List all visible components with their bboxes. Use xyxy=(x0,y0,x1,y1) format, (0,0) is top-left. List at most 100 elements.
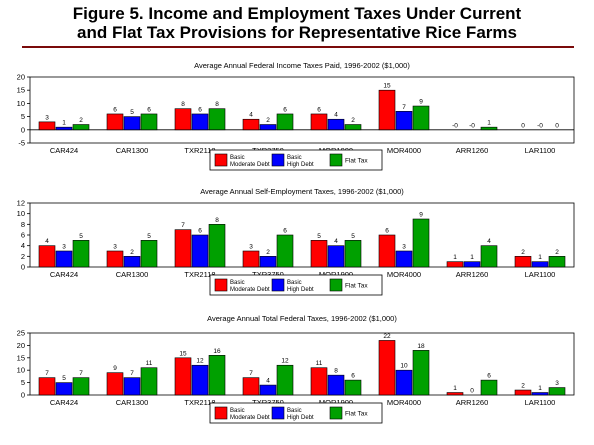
figure-title-line-2: and Flat Tax Provisions for Representati… xyxy=(77,23,517,42)
bar xyxy=(140,240,158,268)
bar xyxy=(140,113,158,131)
data-label: 10 xyxy=(400,363,408,370)
bar xyxy=(191,364,209,396)
category-label: CAR424 xyxy=(50,146,78,155)
data-label: 6 xyxy=(198,106,202,113)
category-label: TXR3750 xyxy=(252,398,284,407)
data-label: 0 xyxy=(555,122,559,129)
bar xyxy=(38,245,56,268)
bar xyxy=(276,364,294,396)
plot-frame xyxy=(29,332,575,396)
bar xyxy=(327,374,345,396)
y-tick-label: 15 xyxy=(17,86,25,95)
bar xyxy=(174,357,192,396)
data-label: 4 xyxy=(334,112,338,119)
y-tick-label: 10 xyxy=(17,99,25,108)
data-label: 22 xyxy=(383,333,391,340)
bar xyxy=(310,240,328,268)
legend-swatch xyxy=(329,406,343,420)
bar xyxy=(242,250,260,268)
legend: Basic Moderate Debt Basic High Debt Flat Tax xyxy=(209,402,383,424)
bar xyxy=(531,392,549,396)
y-tick-label: 8 xyxy=(21,220,25,229)
data-label: 1 xyxy=(62,120,66,127)
data-label: 6 xyxy=(283,228,287,235)
bar xyxy=(412,218,430,268)
data-label: 16 xyxy=(213,348,221,355)
y-tick-label: 25 xyxy=(17,329,25,338)
category-label: MOR1900 xyxy=(319,398,353,407)
y-tick-label: 0 xyxy=(21,125,25,134)
data-label: 2 xyxy=(266,249,270,256)
y-tick-label: 20 xyxy=(17,73,25,82)
bar xyxy=(276,234,294,268)
data-label: 5 xyxy=(79,233,83,240)
bar xyxy=(259,256,277,268)
chart-1: Average Annual Federal Income Taxes Paid… xyxy=(17,61,575,171)
data-label: 5 xyxy=(351,233,355,240)
legend-swatch xyxy=(329,153,343,167)
bar xyxy=(106,372,124,396)
data-label: -0 xyxy=(452,122,458,129)
data-label: 7 xyxy=(181,222,185,229)
data-label: 6 xyxy=(351,373,355,380)
data-label: 7 xyxy=(79,370,83,377)
legend-swatch xyxy=(214,153,228,167)
data-label: 8 xyxy=(334,368,338,375)
bar xyxy=(55,126,73,131)
bar xyxy=(242,377,260,396)
y-tick-label: 5 xyxy=(21,378,25,387)
bar xyxy=(106,113,124,131)
bar xyxy=(480,379,498,396)
data-label: 6 xyxy=(147,106,151,113)
y-tick-label: 0 xyxy=(21,263,25,272)
figure-title-line-1: Figure 5. Income and Employment Taxes Un… xyxy=(72,4,522,23)
bar xyxy=(395,369,413,396)
bar xyxy=(548,387,566,396)
data-label: 3 xyxy=(113,244,117,251)
category-label: CAR424 xyxy=(50,270,78,279)
legend-swatch xyxy=(271,406,285,420)
category-label: CAR1300 xyxy=(116,270,149,279)
data-label: 15 xyxy=(383,83,391,90)
data-label: 3 xyxy=(249,244,253,251)
legend: Basic Moderate Debt Basic High Debt Flat Tax xyxy=(209,274,383,296)
data-label: 7 xyxy=(130,370,134,377)
data-label: 2 xyxy=(521,249,525,256)
bar xyxy=(191,234,209,268)
category-label: MOR1900 xyxy=(319,270,353,279)
bar xyxy=(259,384,277,396)
legend-label: Basic Moderate Debt xyxy=(230,408,270,421)
category-label: TXR2118 xyxy=(184,270,215,279)
data-label: 5 xyxy=(130,109,134,116)
bar xyxy=(327,118,345,131)
data-label: 11 xyxy=(316,360,323,367)
data-label: 12 xyxy=(281,358,289,365)
data-label: 15 xyxy=(179,350,187,357)
category-label: CAR424 xyxy=(50,398,78,407)
category-label: LAR1100 xyxy=(525,270,556,279)
data-label: 9 xyxy=(419,212,423,219)
data-label: 7 xyxy=(402,104,406,111)
bar xyxy=(480,126,498,131)
data-label: 7 xyxy=(249,370,253,377)
y-tick-label: 2 xyxy=(21,252,25,261)
data-label: 9 xyxy=(113,365,117,372)
category-label: MOR4000 xyxy=(387,398,421,407)
data-label: 2 xyxy=(521,383,525,390)
data-label: 2 xyxy=(266,117,270,124)
data-label: 4 xyxy=(487,238,491,245)
data-label: 7 xyxy=(45,370,49,377)
y-tick-label: 4 xyxy=(21,241,25,250)
bar xyxy=(242,118,260,131)
data-label: 9 xyxy=(419,99,423,106)
bar xyxy=(55,250,73,268)
data-label: 5 xyxy=(147,233,151,240)
legend-label: Flat Tax xyxy=(345,411,368,418)
category-label: ARR1260 xyxy=(456,146,489,155)
bar xyxy=(395,250,413,268)
bar xyxy=(327,245,345,268)
bar xyxy=(344,240,362,268)
category-label: MOR4000 xyxy=(387,270,421,279)
